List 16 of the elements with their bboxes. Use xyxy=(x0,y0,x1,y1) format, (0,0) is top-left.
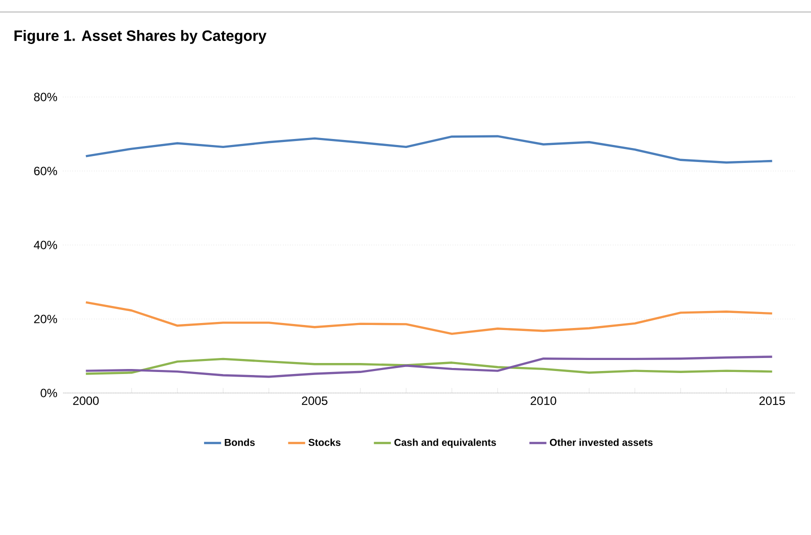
chart-title: Figure 1. Asset Shares by Category xyxy=(14,30,266,44)
legend-label: Bonds xyxy=(224,438,255,446)
x-tick-label: 2000 xyxy=(73,396,99,405)
legend-label: Stocks xyxy=(308,438,341,446)
x-tick-label: 2010 xyxy=(530,396,556,405)
y-tick-label: 60% xyxy=(34,166,58,176)
x-tick-label: 2015 xyxy=(759,396,785,405)
legend-label: Cash and equivalents xyxy=(394,438,496,448)
line-series xyxy=(84,301,774,335)
y-tick-label: 80% xyxy=(34,92,58,102)
legend-label: Other invested assets xyxy=(550,438,653,446)
y-tick-label: 20% xyxy=(34,314,58,324)
line-series xyxy=(84,135,774,164)
y-tick-label: 0% xyxy=(40,388,58,398)
y-tick-label: 40% xyxy=(34,240,58,250)
x-tick-label: 2005 xyxy=(302,396,328,405)
